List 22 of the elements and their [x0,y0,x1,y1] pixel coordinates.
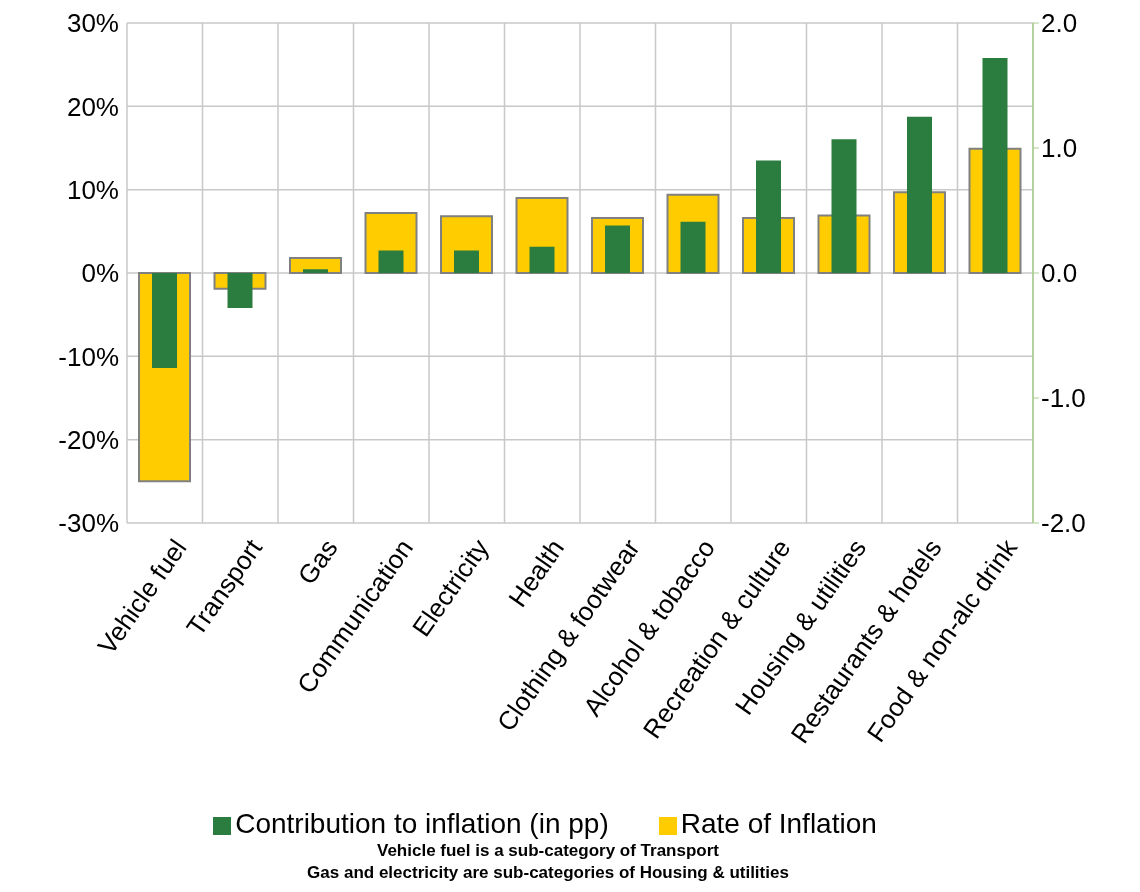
y2-tick-label: 1.0 [1041,133,1078,164]
text: Vehicle fuel is a sub-category of Transport [376,840,720,862]
bar [680,221,706,273]
y2-tick-label: -1.0 [1041,383,1086,414]
y2-tick-label: 0.0 [1041,258,1078,289]
y2-tick-label: -2.0 [1041,508,1086,539]
legend-label: Rate of Inflation [680,808,877,839]
y-tick-label: 0% [81,258,119,289]
text: Gas and electricity are sub-categories of Housing & utilities [306,862,790,884]
y-tick-label: -10% [58,341,119,372]
y-tick-label: 30% [66,8,119,39]
y-tick-label: -20% [58,424,119,455]
y-tick-label: 10% [66,174,119,205]
bar [454,250,479,273]
bar [378,250,404,273]
y-tick-label: 20% [66,91,119,122]
bar [152,273,177,368]
bar [303,269,328,273]
y-tick-label: -30% [58,508,119,539]
bar [529,246,555,273]
y2-tick-label: 2.0 [1041,8,1078,39]
legend-label: Contribution to inflation (in pp) [235,808,609,839]
